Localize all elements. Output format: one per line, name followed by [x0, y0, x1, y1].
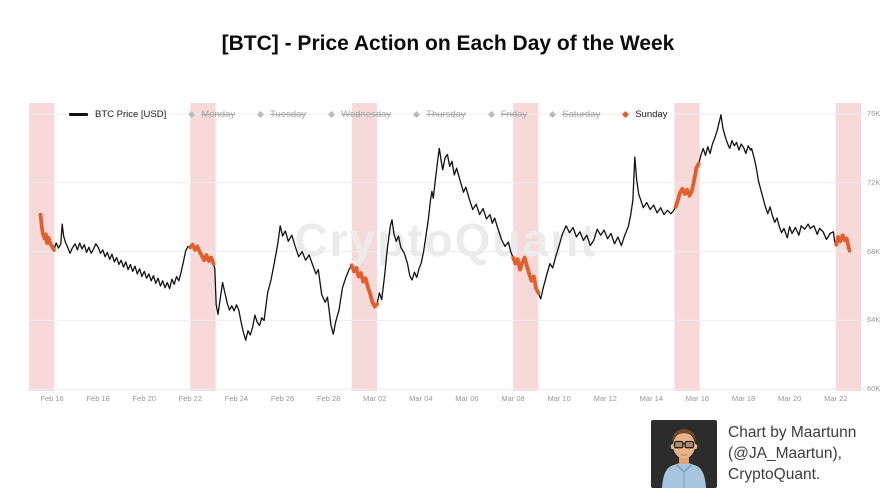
attribution-text: Chart by Maartunn (@JA_Maartun), CryptoQ… — [728, 420, 856, 485]
chart-legend: BTC Price [USD] Monday Tuesday Wednesday Th… — [69, 107, 667, 122]
legend-toggle-sunday[interactable]: Sunday — [622, 109, 668, 120]
x-axis-label: Mar 10 — [547, 394, 571, 403]
x-axis-label: Mar 16 — [685, 394, 710, 403]
diamond-icon — [188, 110, 196, 119]
x-axis-label: Feb 22 — [178, 394, 203, 403]
x-axis-label: Mar 20 — [777, 394, 802, 403]
legend-day-label: Tuesday — [270, 109, 307, 120]
sunday-band — [674, 103, 700, 391]
x-axis-label: Mar 02 — [363, 394, 387, 403]
sunday-price-segment — [188, 242, 216, 266]
legend-day-label: Friday — [500, 109, 528, 120]
legend-day-label: Thursday — [426, 109, 466, 120]
x-axis-label: Mar 18 — [731, 394, 756, 403]
price-series-label: BTC Price [USD] — [95, 109, 167, 120]
diamond-icon — [622, 110, 630, 119]
legend-toggle-saturday[interactable]: Saturday — [549, 109, 601, 120]
price-line-swatch-icon — [69, 113, 88, 116]
legend-toggle-friday[interactable]: Friday — [487, 109, 528, 120]
sunday-price-segment — [673, 162, 701, 209]
legend-day-label: Saturday — [562, 109, 601, 120]
x-axis-label: Mar 04 — [409, 394, 433, 403]
attribution-line-1: Chart by Maartunn — [728, 424, 857, 441]
sunday-band — [351, 103, 378, 391]
diamond-icon — [549, 110, 557, 119]
x-axis-label: Feb 26 — [270, 394, 295, 403]
diamond-icon — [413, 110, 421, 119]
attribution-block: Chart by Maartunn (@JA_Maartun), CryptoQ… — [651, 420, 856, 488]
btc-price-line — [39, 114, 851, 341]
legend-toggle-monday[interactable]: Monday — [188, 109, 236, 120]
sunday-band — [513, 103, 539, 391]
diamond-icon — [328, 110, 336, 119]
sunday-price-segment — [511, 255, 541, 295]
chart-title: [BTC] - Price Action on Each Day of the … — [221, 32, 675, 55]
y-axis-label: 60K — [867, 384, 881, 394]
attribution-line-2: (@JA_Maartun), — [728, 445, 842, 462]
diamond-icon — [257, 110, 265, 119]
maartunn-avatar — [651, 420, 717, 488]
sunday-band — [29, 103, 55, 391]
sunday-price-segment — [349, 263, 380, 309]
sunday-price-segment — [38, 212, 56, 252]
x-axis-label: Mar 08 — [501, 394, 525, 403]
diamond-icon — [487, 110, 495, 119]
y-axis-label: 64K — [867, 315, 881, 325]
x-axis-label: Feb 28 — [316, 394, 341, 403]
y-axis-label: 72K — [867, 177, 881, 187]
cryptoquant-watermark: CryptoQuant — [294, 214, 597, 266]
x-axis-label: Feb 20 — [132, 394, 156, 403]
chart-plot-area: CryptoQuant — [28, 103, 864, 391]
legend-toggle-wednesday[interactable]: Wednesday — [328, 109, 392, 120]
x-axis-label: Mar 06 — [455, 394, 479, 403]
x-axis-label: Mar 14 — [639, 394, 664, 403]
y-axis-label: 76K — [867, 108, 881, 118]
legend-toggle-tuesday[interactable]: Tuesday — [257, 109, 307, 120]
legend-day-label: Sunday — [635, 109, 668, 120]
legend-day-label: Monday — [201, 109, 236, 120]
legend-item-btc-price[interactable]: BTC Price [USD] — [69, 109, 166, 120]
y-axis-label: 68K — [867, 246, 881, 256]
x-axis-label: Feb 24 — [224, 394, 249, 403]
attribution-line-3: CryptoQuant. — [728, 466, 821, 483]
legend-toggle-thursday[interactable]: Thursday — [413, 109, 466, 120]
sunday-price-segment — [834, 233, 852, 253]
x-axis-label: Mar 12 — [593, 394, 617, 403]
x-axis-label: Mar 22 — [824, 394, 848, 403]
legend-day-label: Wednesday — [341, 109, 392, 120]
x-axis-label: Feb 18 — [86, 394, 110, 403]
x-axis-label: Feb 16 — [40, 394, 64, 403]
